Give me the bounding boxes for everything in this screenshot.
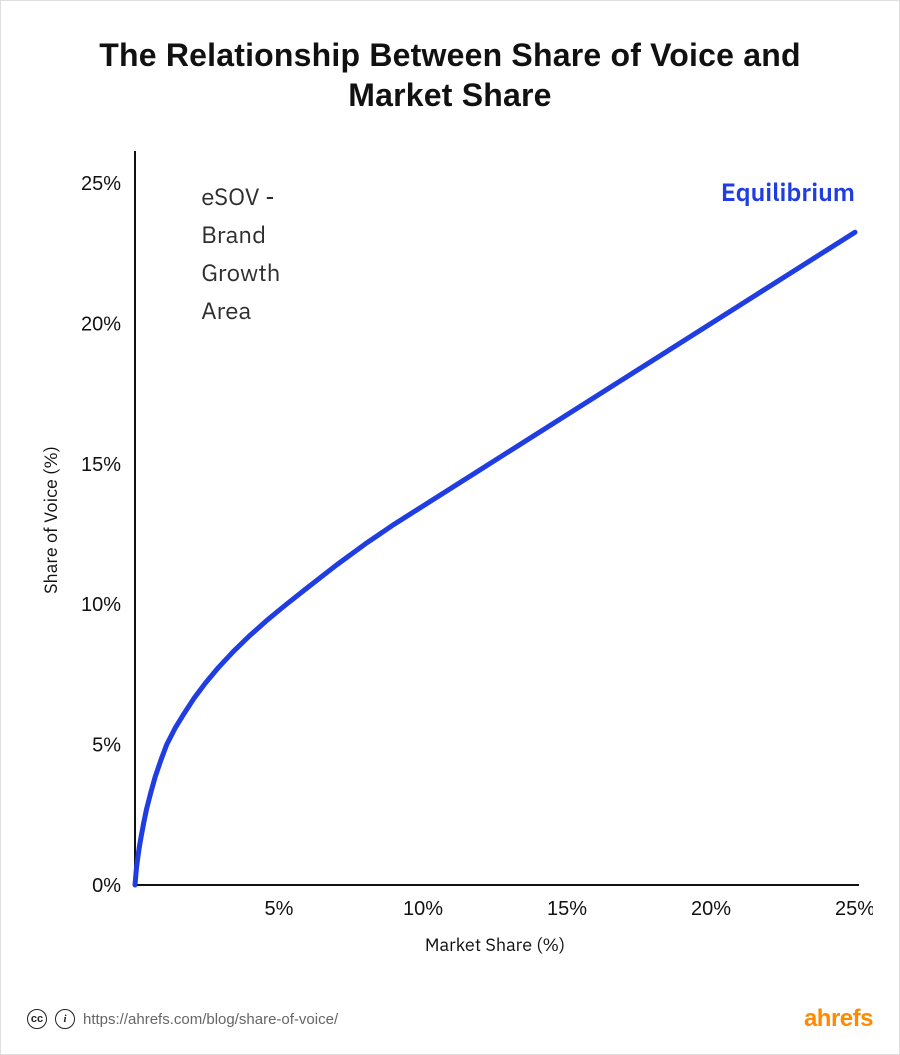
chart-area: 0% 5% 10% 15% 20% 25% 5% 10% 15% 20% 25% Market S…	[27, 125, 873, 957]
footer-left: cc i https://ahrefs.com/blog/share-of-vo…	[27, 1009, 338, 1029]
equilibrium-curve	[135, 232, 855, 885]
y-tick-label: 25%	[81, 173, 121, 195]
y-axis-title: Share of Voice (%)	[39, 446, 62, 594]
x-tick-label: 25%	[835, 898, 873, 920]
brand-logo: ahrefs	[804, 1005, 873, 1033]
y-tick-label: 15%	[81, 454, 121, 476]
x-tick-label: 15%	[547, 898, 587, 920]
y-axis-ticks: 0% 5% 10% 15% 20% 25%	[81, 173, 121, 897]
x-tick-label: 5%	[265, 898, 294, 920]
chart-card: The Relationship Between Share of Voice …	[0, 0, 900, 1055]
esov-annotation-line: eSOV -	[201, 180, 274, 212]
esov-annotation-line: Area	[201, 294, 251, 326]
y-tick-label: 20%	[81, 313, 121, 335]
y-tick-label: 10%	[81, 594, 121, 616]
attribution-icon: i	[55, 1009, 75, 1029]
esov-annotation-line: Growth	[201, 256, 280, 288]
x-tick-label: 10%	[403, 898, 443, 920]
chart-title: The Relationship Between Share of Voice …	[47, 35, 853, 115]
x-axis-title: Market Share (%)	[425, 933, 565, 956]
footer: cc i https://ahrefs.com/blog/share-of-vo…	[27, 1006, 873, 1032]
esov-annotation: eSOV - Brand Growth Area	[201, 180, 280, 326]
x-tick-label: 20%	[691, 898, 731, 920]
equilibrium-label: Equilibrium	[721, 175, 855, 208]
esov-annotation-line: Brand	[201, 218, 266, 250]
line-chart-svg: 0% 5% 10% 15% 20% 25% 5% 10% 15% 20% 25% Market S…	[27, 125, 873, 957]
y-tick-label: 5%	[92, 735, 121, 757]
y-tick-label: 0%	[92, 875, 121, 897]
cc-icon: cc	[27, 1009, 47, 1029]
source-url: https://ahrefs.com/blog/share-of-voice/	[83, 1011, 338, 1028]
x-axis-ticks: 5% 10% 15% 20% 25%	[265, 898, 873, 920]
